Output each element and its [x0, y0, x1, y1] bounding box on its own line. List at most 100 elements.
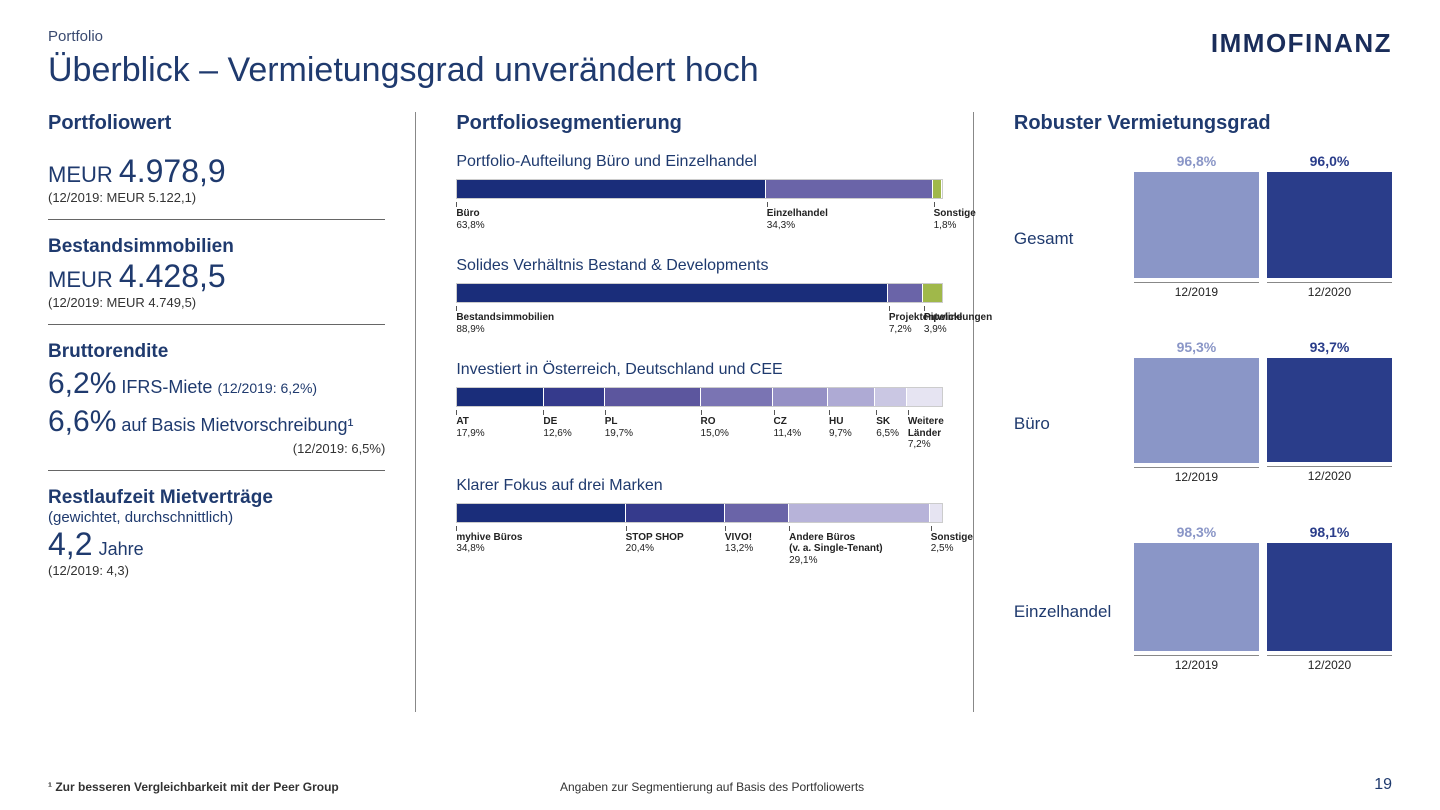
- metric-portfolio-value: MEUR 4.978,9: [48, 153, 385, 190]
- metric-prev: (12/2019: MEUR 5.122,1): [48, 190, 385, 205]
- bar-segment: [457, 504, 626, 522]
- bar-x-label: 12/2019: [1134, 467, 1259, 484]
- bar-labels: AT17,9%DE12,6%PL19,7%RO15,0%CZ11,4%HU9,7…: [456, 410, 943, 451]
- page-number: 19: [1374, 776, 1392, 794]
- bar-x-label: 12/2019: [1134, 282, 1259, 299]
- segment-label: Büro63,8%: [456, 202, 766, 231]
- yield-desc: IFRS-Miete: [121, 377, 212, 397]
- occupancy-label: Einzelhandel: [1014, 602, 1134, 672]
- occupancy-label: Büro: [1014, 414, 1134, 484]
- bar-segment: [457, 180, 766, 198]
- bar-labels: Büro63,8%Einzelhandel34,3%Sonstige1,8%: [456, 202, 943, 231]
- segment-label: myhive Büros34,8%: [456, 526, 625, 567]
- occupancy-group: Büro 95,3% 12/2019 93,7% 12/2020: [1014, 339, 1392, 484]
- yield-desc: auf Basis Mietvorschreibung¹: [121, 415, 353, 435]
- occupancy-chart: 96,8% 12/2019 96,0% 12/2020: [1134, 153, 1392, 299]
- occupancy-chart: 95,3% 12/2019 93,7% 12/2020: [1134, 339, 1392, 484]
- occupancy-bar: 96,0% 12/2020: [1267, 153, 1392, 299]
- bar-segment: [888, 284, 923, 302]
- occupancy-bar: 95,3% 12/2019: [1134, 339, 1259, 484]
- occupancy-label: Gesamt: [1014, 229, 1134, 299]
- bar-segment: [544, 388, 605, 406]
- company-logo-text: IMMOFINANZ: [1211, 28, 1392, 59]
- bar-segment: [875, 388, 906, 406]
- segment-label: Sonstige1,8%: [934, 202, 943, 231]
- chart-title: Klarer Fokus auf drei Marken: [456, 477, 943, 495]
- occupancy-heading: Robuster Vermietungsgrad: [1014, 112, 1392, 135]
- segment-label: Pipeline3,9%: [924, 306, 943, 335]
- segmentation-chart: Solides Verhältnis Bestand & Development…: [456, 257, 943, 335]
- metric-number: 4.428,5: [119, 258, 226, 294]
- metric-prev: (12/2019: 4,3): [48, 563, 385, 578]
- breadcrumb: Portfolio: [48, 28, 1392, 45]
- metric-number: 4.978,9: [119, 153, 226, 189]
- segment-label: SK6,5%: [876, 410, 908, 451]
- metric-wault-label: Restlaufzeit Mietverträge: [48, 487, 385, 509]
- segment-label: Einzelhandel34,3%: [767, 202, 934, 231]
- stacked-bar: [456, 179, 943, 199]
- metric-standing-value: MEUR 4.428,5: [48, 258, 385, 295]
- yield-line-1: 6,2% IFRS-Miete (12/2019: 6,2%): [48, 367, 385, 401]
- metric-currency: MEUR: [48, 267, 113, 292]
- segment-label: Weitere Länder7,2%: [908, 410, 943, 451]
- bar-value-label: 93,7%: [1310, 339, 1350, 355]
- occupancy-bar: 98,3% 12/2019: [1134, 524, 1259, 672]
- bar-segment: [930, 504, 942, 522]
- left-column: Portfoliowert MEUR 4.978,9 (12/2019: MEU…: [48, 112, 416, 712]
- bar-x-label: 12/2020: [1267, 655, 1392, 672]
- segment-label: AT17,9%: [456, 410, 543, 451]
- occupancy-group: Einzelhandel 98,3% 12/2019 98,1% 12/2020: [1014, 524, 1392, 672]
- bar-rect: [1134, 172, 1259, 278]
- bar-value-label: 96,8%: [1177, 153, 1217, 169]
- occupancy-bar: 96,8% 12/2019: [1134, 153, 1259, 299]
- bar-segment: [933, 180, 942, 198]
- bar-rect: [1134, 358, 1259, 463]
- yield-prev: (12/2019: 6,2%): [217, 380, 317, 396]
- occupancy-group: Gesamt 96,8% 12/2019 96,0% 12/2020: [1014, 153, 1392, 299]
- chart-title: Solides Verhältnis Bestand & Development…: [456, 257, 943, 275]
- segment-label: Projektentwicklungen7,2%: [889, 306, 924, 335]
- bar-segment: [605, 388, 700, 406]
- middle-column: Portfoliosegmentierung Portfolio-Aufteil…: [416, 112, 974, 712]
- bar-labels: myhive Büros34,8%STOP SHOP20,4%VIVO!13,2…: [456, 526, 943, 567]
- metric-yield-label: Bruttorendite: [48, 341, 385, 363]
- segment-label: CZ11,4%: [774, 410, 829, 451]
- metric-prev: (12/2019: MEUR 4.749,5): [48, 295, 385, 310]
- bar-value-label: 95,3%: [1177, 339, 1217, 355]
- bar-x-label: 12/2020: [1267, 466, 1392, 483]
- stacked-bar: [456, 387, 943, 407]
- segmentation-heading: Portfoliosegmentierung: [456, 112, 943, 135]
- segment-label: Sonstige2,5%: [931, 526, 943, 567]
- bar-value-label: 96,0%: [1310, 153, 1350, 169]
- segmentation-chart: Portfolio-Aufteilung Büro und Einzelhand…: [456, 153, 943, 231]
- footnote-2: Angaben zur Segmentierung auf Basis des …: [560, 780, 864, 794]
- segment-label: PL19,7%: [605, 410, 701, 451]
- bar-labels: Bestandsimmobilien88,9%Projektentwicklun…: [456, 306, 943, 335]
- stacked-bar: [456, 283, 943, 303]
- bar-segment: [773, 388, 828, 406]
- bar-value-label: 98,3%: [1177, 524, 1217, 540]
- bar-value-label: 98,1%: [1310, 524, 1350, 540]
- segment-label: VIVO!13,2%: [725, 526, 789, 567]
- bar-x-label: 12/2019: [1134, 655, 1259, 672]
- metric-portfolio-label: Portfoliowert: [48, 112, 385, 135]
- bar-rect: [1134, 543, 1259, 651]
- bar-segment: [828, 388, 875, 406]
- bar-segment: [725, 504, 789, 522]
- bar-rect: [1267, 358, 1392, 461]
- bar-rect: [1267, 172, 1392, 278]
- bar-segment: [457, 388, 544, 406]
- page-title: Überblick – Vermietungsgrad unverändert …: [48, 51, 1392, 90]
- metric-standing-label: Bestandsimmobilien: [48, 236, 385, 258]
- bar-segment: [923, 284, 942, 302]
- bar-segment: [907, 388, 942, 406]
- chart-title: Investiert in Österreich, Deutschland un…: [456, 361, 943, 379]
- bar-x-label: 12/2020: [1267, 282, 1392, 299]
- footnote-1: ¹ Zur besseren Vergleichbarkeit mit der …: [48, 780, 339, 794]
- metric-wault-sub: (gewichtet, durchschnittlich): [48, 509, 385, 526]
- yield-pct: 6,6%: [48, 405, 116, 438]
- metric-number: 4,2: [48, 526, 92, 562]
- occupancy-chart: 98,3% 12/2019 98,1% 12/2020: [1134, 524, 1392, 672]
- metric-wault-value: 4,2 Jahre: [48, 526, 385, 563]
- metric-currency: MEUR: [48, 162, 113, 187]
